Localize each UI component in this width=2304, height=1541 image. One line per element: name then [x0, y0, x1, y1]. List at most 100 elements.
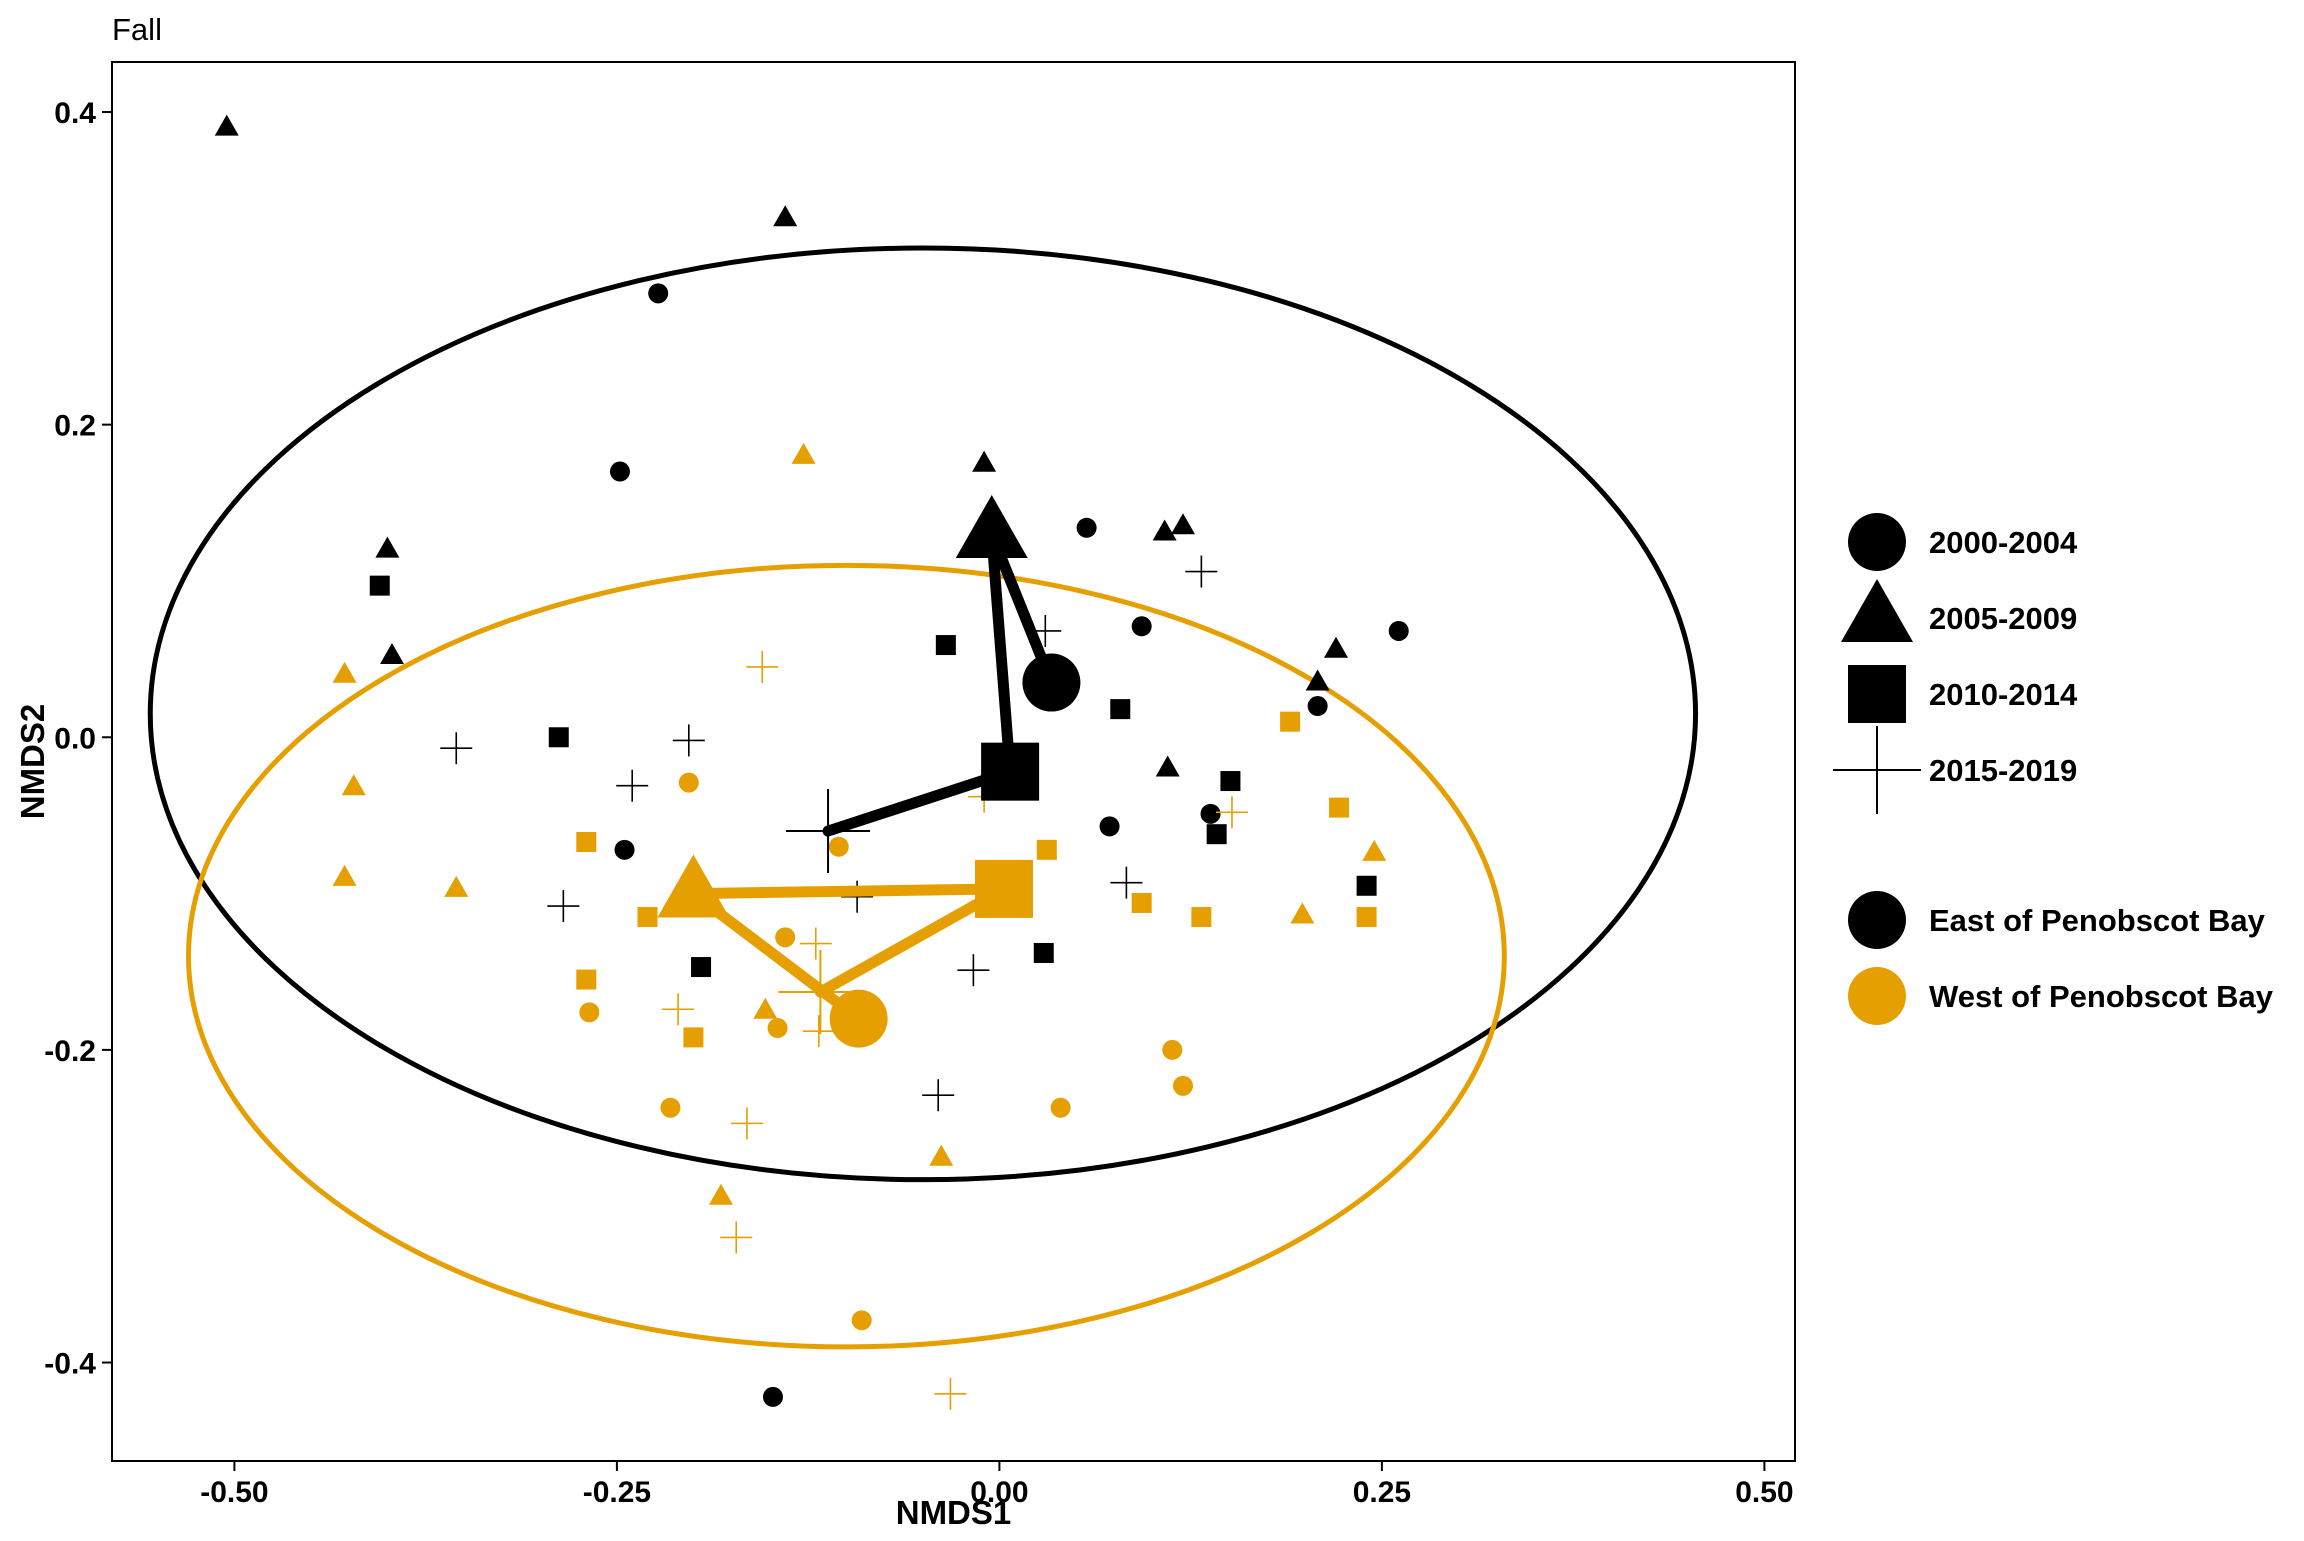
centroid-east-of-penobscot-bay-2000-2004 — [1022, 653, 1081, 712]
point-east-of-penobscot-bay-2010-2014-34 — [1033, 942, 1054, 963]
legend-label-west-of-penobscot-bay: West of Penobscot Bay — [1929, 979, 2274, 1014]
point-east-of-penobscot-bay-2010-2014-32 — [1356, 875, 1377, 896]
legend-label-2010-2014: 2010-2014 — [1929, 677, 2078, 712]
point-west-of-penobscot-bay-2015-2019-41 — [746, 650, 779, 683]
legend-key-2015-2019 — [1833, 726, 1921, 814]
axes: -0.50 -0.25 0.00 0.25 0.50 -0.4 -0.2 0.0 0.2 0.4 — [44, 61, 1796, 1509]
point-west-of-penobscot-bay-2015-2019-75 — [720, 1221, 753, 1254]
point-west-of-penobscot-bay-2005-2009-51 — [1362, 839, 1387, 861]
point-west-of-penobscot-bay-2015-2019-47 — [1215, 796, 1248, 829]
point-west-of-penobscot-bay-2015-2019-62 — [662, 993, 695, 1026]
point-west-of-penobscot-bay-2000-2004-68 — [1162, 1039, 1183, 1060]
point-east-of-penobscot-bay-2005-2009-17 — [1305, 669, 1330, 691]
point-west-of-penobscot-bay-2010-2014-66 — [683, 1027, 704, 1048]
legend-key-2005-2009 — [1841, 578, 1913, 642]
y-axis-title: NMDS2 — [14, 704, 51, 820]
point-west-of-penobscot-bay-2010-2014-61 — [576, 969, 597, 990]
legend-key-2000-2004 — [1848, 513, 1906, 571]
point-east-of-penobscot-bay-2010-2014-19 — [1110, 699, 1131, 720]
legend-key-east-of-penobscot-bay — [1848, 891, 1906, 949]
point-west-of-penobscot-bay-2000-2004-43 — [678, 772, 699, 793]
point-east-of-penobscot-bay-2015-2019-30 — [1110, 866, 1143, 899]
point-east-of-penobscot-bay-2005-2009-24 — [1155, 755, 1180, 777]
point-east-of-penobscot-bay-2015-2019-11 — [1185, 555, 1218, 588]
point-west-of-penobscot-bay-2010-2014-54 — [1131, 892, 1152, 913]
point-east-of-penobscot-bay-2010-2014-5 — [369, 575, 390, 596]
point-east-of-penobscot-bay-2005-2009-15 — [1324, 636, 1348, 658]
point-west-of-penobscot-bay-2005-2009-40 — [332, 661, 357, 683]
point-east-of-penobscot-bay-2000-2004-12 — [1131, 616, 1152, 637]
point-east-of-penobscot-bay-2015-2019-37 — [922, 1079, 955, 1112]
legend-label-2015-2019: 2015-2019 — [1929, 753, 2077, 788]
trajectory-east-of-penobscot-bay — [822, 528, 1057, 837]
point-west-of-penobscot-bay-2010-2014-45 — [1280, 711, 1301, 732]
point-east-of-penobscot-bay-2000-2004-38 — [762, 1386, 783, 1407]
point-west-of-penobscot-bay-2000-2004-65 — [767, 1018, 788, 1039]
point-west-of-penobscot-bay-2005-2009-42 — [341, 774, 366, 796]
centroid-east-of-penobscot-bay-2010-2014 — [981, 742, 1040, 801]
x-tick-label-0: -0.50 — [200, 1476, 268, 1509]
point-east-of-penobscot-bay-2000-2004-28 — [1099, 816, 1120, 837]
point-west-of-penobscot-bay-2000-2004-69 — [1173, 1075, 1193, 1096]
y-tick-label-4: 0.4 — [54, 97, 96, 130]
point-west-of-penobscot-bay-2005-2009-64 — [753, 997, 778, 1019]
y-tick-label-2: 0.0 — [54, 722, 96, 755]
point-west-of-penobscot-bay-2005-2009-73 — [929, 1144, 954, 1166]
point-west-of-penobscot-bay-2005-2009-52 — [332, 864, 357, 886]
point-west-of-penobscot-bay-2000-2004-70 — [660, 1097, 681, 1118]
point-west-of-penobscot-bay-2010-2014-58 — [1356, 907, 1377, 928]
centroid-west-of-penobscot-bay-2005-2009 — [657, 854, 730, 918]
point-west-of-penobscot-bay-2005-2009-53 — [444, 875, 469, 897]
point-west-of-penobscot-bay-2005-2009-57 — [1290, 902, 1315, 924]
point-west-of-penobscot-bay-2005-2009-39 — [791, 442, 816, 464]
plot-area — [147, 114, 1699, 1410]
centroid-west-of-penobscot-bay-2010-2014 — [974, 859, 1033, 918]
point-east-of-penobscot-bay-2005-2009-0 — [214, 114, 239, 136]
point-west-of-penobscot-bay-2000-2004-71 — [1050, 1097, 1071, 1118]
ellipse-east-of-penobscot-bay — [147, 245, 1699, 1183]
point-east-of-penobscot-bay-2005-2009-9 — [1152, 519, 1177, 541]
x-tick-label-1: -0.25 — [583, 1476, 651, 1509]
point-east-of-penobscot-bay-2010-2014-27 — [1206, 824, 1227, 845]
point-east-of-penobscot-bay-2015-2019-33 — [547, 890, 580, 923]
chart-title: Fall — [112, 12, 162, 47]
centroid-east-of-penobscot-bay-2005-2009 — [955, 495, 1028, 559]
y-tick-label-1: -0.2 — [44, 1035, 96, 1068]
point-east-of-penobscot-bay-2005-2009-6 — [379, 642, 404, 664]
x-tick-label-4: 0.50 — [1735, 1476, 1793, 1509]
point-west-of-penobscot-bay-2005-2009-74 — [708, 1183, 733, 1205]
point-east-of-penobscot-bay-2010-2014-35 — [691, 957, 712, 978]
point-west-of-penobscot-bay-2015-2019-60 — [799, 927, 832, 960]
point-east-of-penobscot-bay-2010-2014-25 — [1220, 771, 1241, 792]
y-tick-label-3: 0.2 — [54, 410, 96, 443]
point-east-of-penobscot-bay-2000-2004-18 — [1307, 696, 1328, 717]
point-east-of-penobscot-bay-2015-2019-21 — [672, 724, 705, 757]
point-east-of-penobscot-bay-2000-2004-2 — [648, 283, 669, 304]
ellipse-west-of-penobscot-bay — [186, 562, 1507, 1350]
point-west-of-penobscot-bay-2010-2014-55 — [637, 907, 658, 928]
point-west-of-penobscot-bay-2000-2004-49 — [828, 836, 849, 857]
centroid-west-of-penobscot-bay-2015-2019 — [778, 950, 863, 1035]
trajectory-west-of-penobscot-bay — [687, 883, 1010, 1025]
legend-key-west-of-penobscot-bay — [1848, 967, 1906, 1025]
point-west-of-penobscot-bay-2015-2019-72 — [730, 1107, 763, 1140]
point-west-of-penobscot-bay-2010-2014-48 — [576, 832, 597, 853]
point-east-of-penobscot-bay-2000-2004-29 — [614, 839, 635, 860]
point-east-of-penobscot-bay-2005-2009-10 — [1171, 513, 1195, 535]
legend-label-east-of-penobscot-bay: East of Penobscot Bay — [1929, 903, 2266, 938]
point-west-of-penobscot-bay-2015-2019-77 — [934, 1377, 967, 1410]
point-east-of-penobscot-bay-2005-2009-4 — [375, 536, 400, 558]
point-east-of-penobscot-bay-2015-2019-22 — [440, 732, 473, 765]
point-east-of-penobscot-bay-2000-2004-16 — [1388, 620, 1409, 641]
point-east-of-penobscot-bay-2000-2004-8 — [1076, 517, 1097, 538]
legend-key-2010-2014 — [1848, 665, 1906, 723]
point-west-of-penobscot-bay-2010-2014-50 — [1036, 839, 1057, 860]
point-east-of-penobscot-bay-2000-2004-3 — [609, 461, 630, 482]
point-west-of-penobscot-bay-2000-2004-59 — [775, 927, 796, 948]
point-east-of-penobscot-bay-2005-2009-7 — [972, 450, 997, 472]
point-west-of-penobscot-bay-2000-2004-76 — [851, 1310, 872, 1331]
centroid-west-of-penobscot-bay-2000-2004 — [829, 989, 888, 1048]
point-east-of-penobscot-bay-2005-2009-1 — [773, 205, 798, 227]
